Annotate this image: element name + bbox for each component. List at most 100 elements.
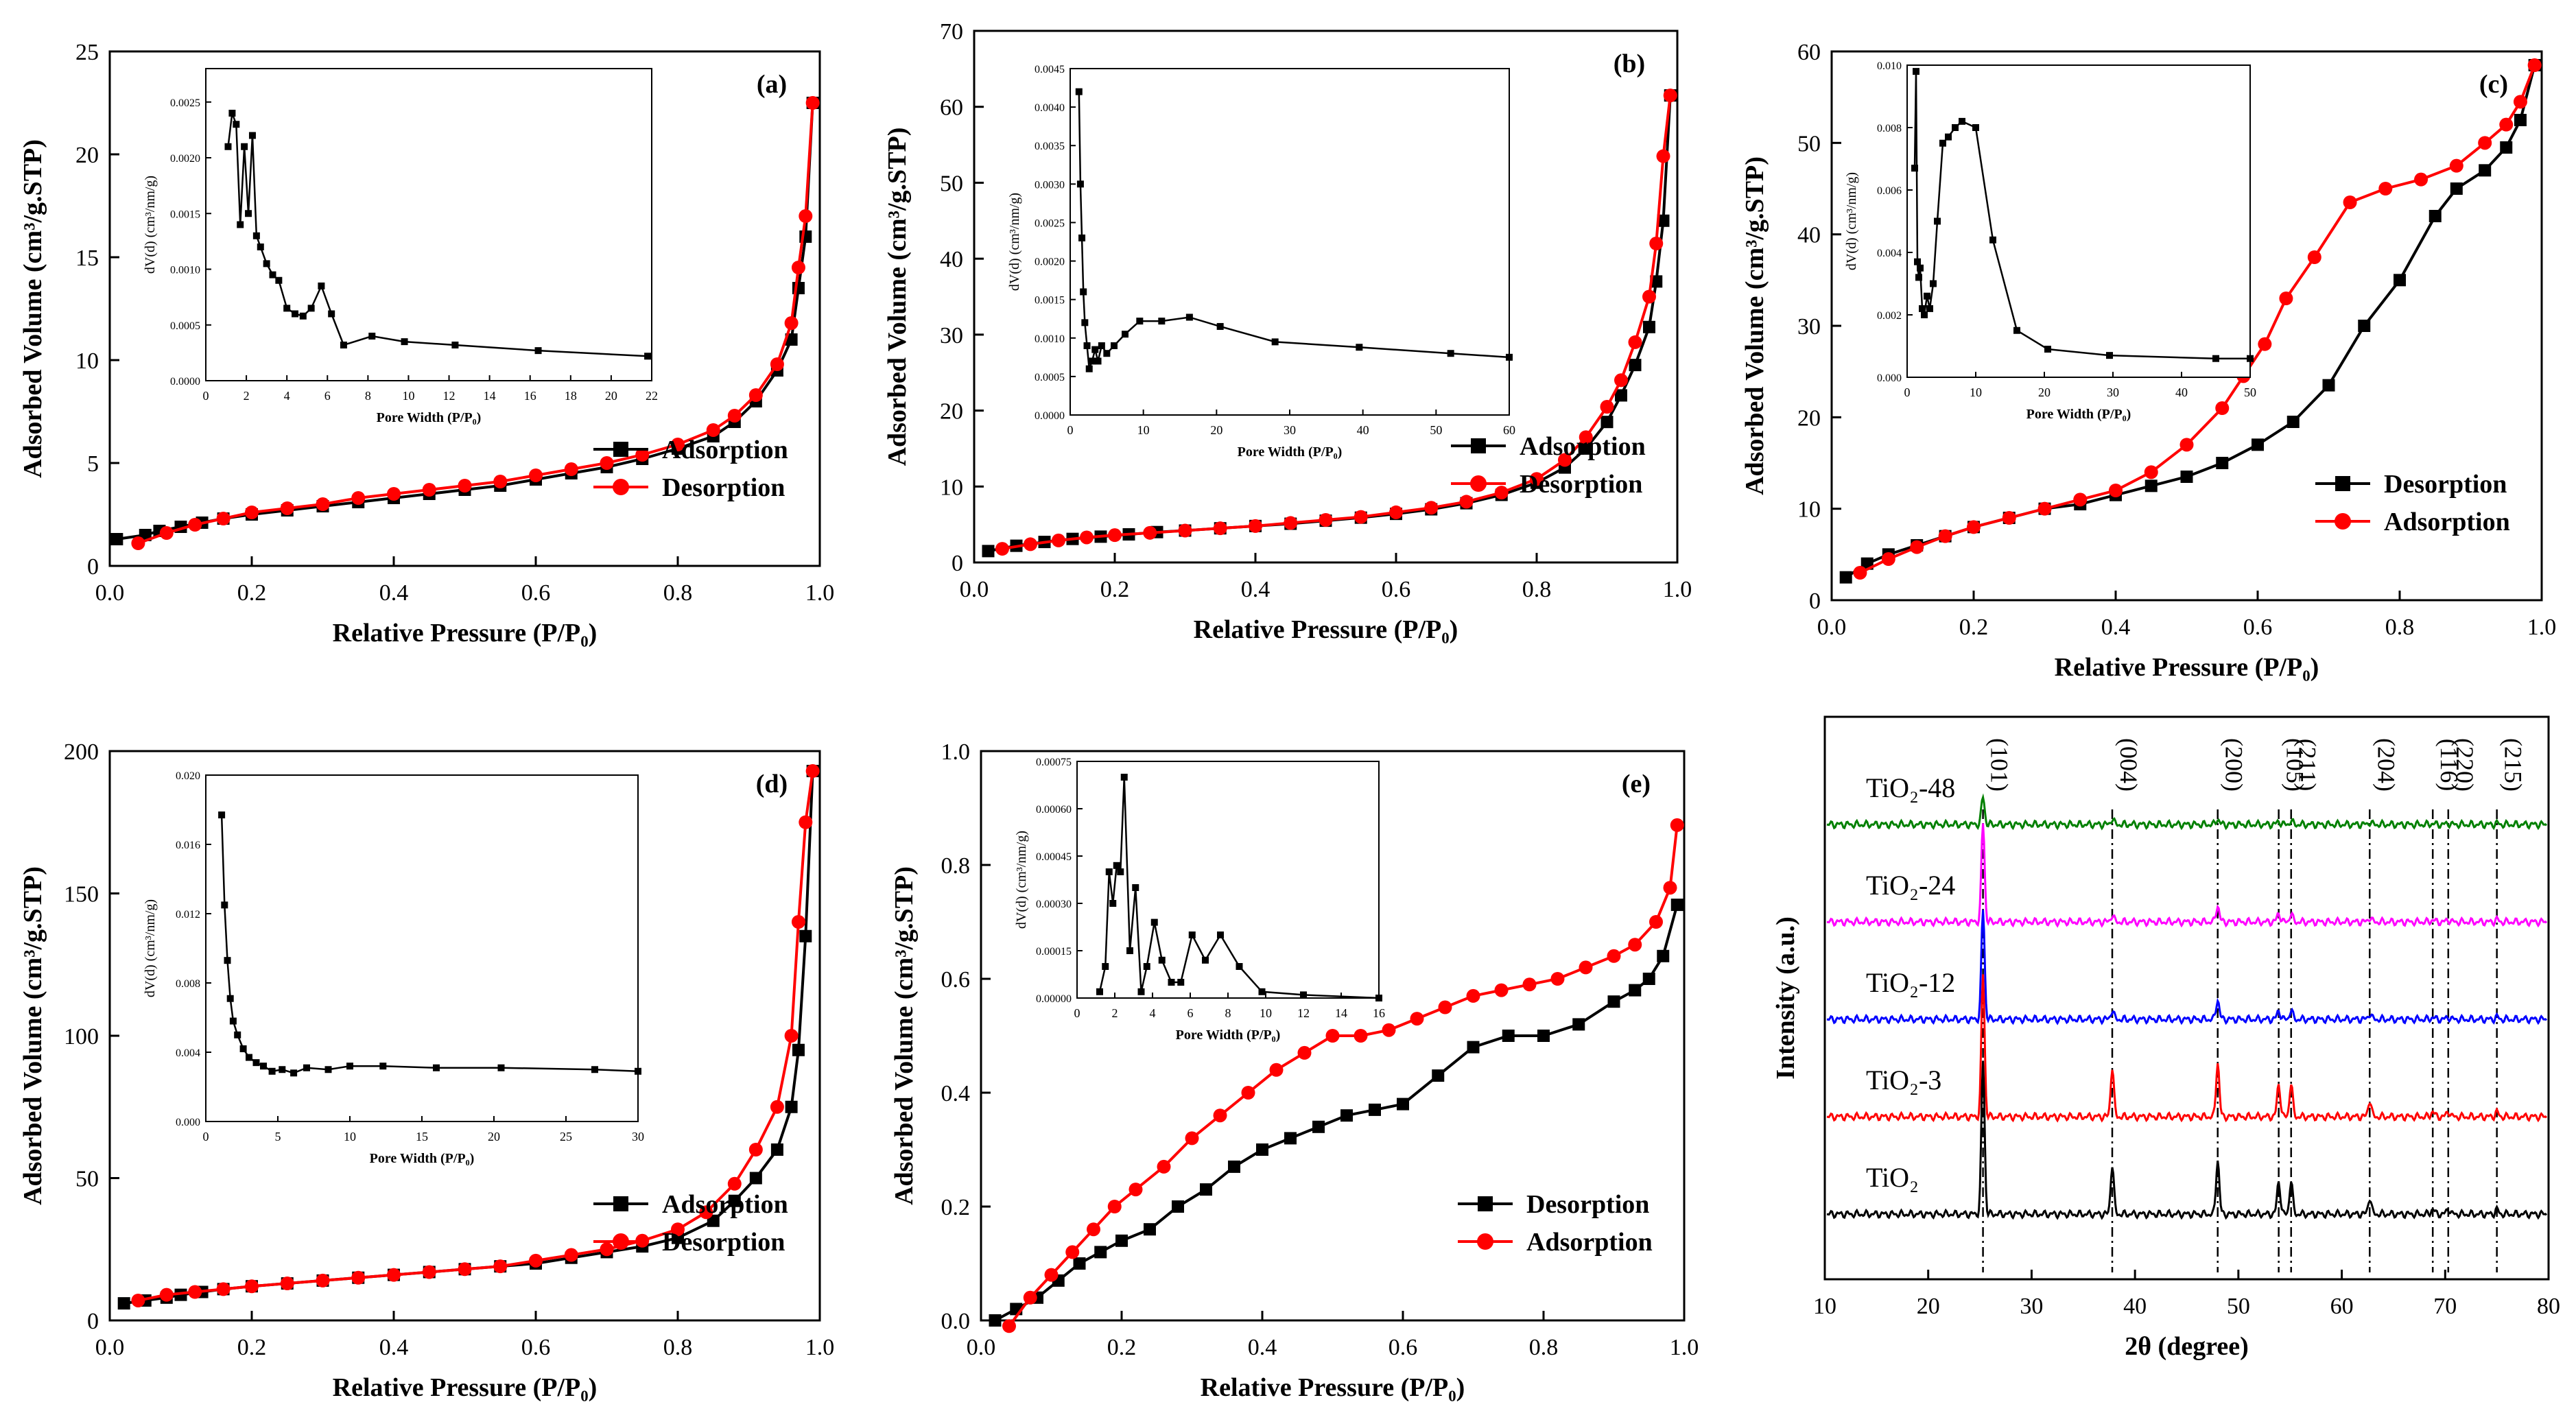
data-point (1579, 960, 1593, 975)
inset-y-tick-label: 0.0040 (1035, 102, 1065, 114)
x-tick-label: 0.0 (960, 577, 989, 602)
data-point (1200, 1183, 1212, 1196)
inset-x-tick-label: 2 (244, 389, 250, 403)
data-point (1579, 442, 1592, 455)
data-point (1614, 373, 1628, 388)
data-point (529, 1253, 543, 1268)
data-point (785, 333, 798, 346)
series-desorption (995, 88, 1677, 556)
data-point (2513, 95, 2527, 109)
legend-entry: Adsorption (593, 436, 788, 464)
inset-data-point (318, 282, 325, 289)
inset-data-point (497, 1064, 505, 1071)
inset-data-point (1945, 133, 1952, 141)
inset-data-point (224, 143, 232, 150)
x-tick-label: 80 (2537, 1294, 2560, 1319)
legend-marker (1471, 438, 1486, 453)
inset-data-point (263, 260, 270, 268)
data-point (280, 501, 294, 515)
panel-label: (a) (757, 70, 787, 99)
legend-marker (613, 442, 628, 457)
inset-x-tick-label: 10 (1137, 423, 1150, 437)
inset-data-point (1081, 319, 1089, 327)
y-tick-label: 50 (1797, 131, 1821, 156)
data-point (1340, 1109, 1353, 1122)
inset-y-axis-label: dV(d) (cm³/nm/g) (1007, 193, 1022, 291)
data-point (792, 1043, 805, 1056)
inset-y-tick-label: 0.00045 (1036, 851, 1072, 863)
data-point (422, 1265, 436, 1279)
data-point (1284, 1132, 1297, 1145)
data-point (1065, 1245, 1080, 1259)
data-point (989, 1314, 1002, 1327)
data-point (529, 468, 543, 482)
data-point (1144, 1223, 1156, 1236)
legend-entry: Adsorption (593, 1190, 788, 1219)
inset-data-point (248, 132, 256, 139)
data-point (1024, 537, 1037, 551)
x-tick-label: 50 (2227, 1294, 2250, 1319)
data-point (2394, 274, 2406, 287)
data-point (216, 1282, 231, 1296)
data-point (1354, 510, 1368, 524)
inset-x-tick-label: 10 (1970, 385, 1982, 399)
data-point (1284, 516, 1298, 530)
y-axis-label: Intensity (a.u.) (1771, 916, 1800, 1080)
legend-label: Adsorption (662, 436, 788, 464)
data-point (1558, 453, 1572, 467)
y-tick-label: 0 (1809, 589, 1821, 614)
inset-data-point (1188, 931, 1196, 938)
legend-marker (1470, 475, 1487, 492)
data-point (1600, 400, 1614, 414)
x-tick-label: 0.0 (967, 1335, 996, 1360)
y-tick-label: 25 (75, 40, 99, 65)
peak-hkl-label: (004) (2115, 738, 2142, 792)
data-point (799, 815, 813, 829)
inset-data-point (1143, 963, 1150, 970)
inset-data-point (1136, 318, 1144, 325)
inset-x-tick-label: 30 (632, 1130, 644, 1143)
x-tick-label: 0.4 (1248, 1335, 1277, 1360)
x-tick-label: 0.0 (95, 1335, 125, 1360)
x-tick-label: 0.8 (2385, 615, 2415, 640)
data-point (1494, 983, 1509, 997)
y-tick-label: 60 (940, 95, 963, 121)
data-point (2478, 136, 2492, 150)
inset-x-tick-label: 5 (275, 1130, 281, 1143)
inset-data-point (299, 312, 307, 320)
y-tick-label: 60 (1797, 40, 1821, 65)
inset-frame (1076, 761, 1380, 999)
inset-data-point (228, 110, 236, 117)
inset-series-line (1913, 71, 2250, 359)
x-tick-label: 1.0 (1663, 577, 1692, 602)
inset-data-point (1271, 338, 1279, 346)
inset-x-tick-label: 10 (1260, 1006, 1272, 1020)
panel-a: 0.0 0.2 0.4 0.6 0.8 1.0 Relative Pressure (P/P… (19, 40, 834, 648)
data-point (1657, 949, 1670, 962)
y-tick-label: 1.0 (941, 739, 971, 765)
inset-data-point (283, 305, 291, 312)
data-point (748, 388, 763, 402)
x-tick-label: 0.8 (663, 580, 693, 606)
inset-data-point (451, 342, 459, 348)
inset-x-tick-label: 60 (1503, 423, 1515, 437)
inset-data-point (1919, 305, 1926, 312)
data-point (458, 1262, 472, 1277)
data-point (493, 475, 508, 488)
data-point (387, 487, 401, 501)
inset-y-axis-label: dV(d) (cm³/nm/g) (1014, 831, 1029, 929)
legend-marker (1478, 1196, 1493, 1211)
data-point (2258, 337, 2272, 351)
y-tick-label: 50 (75, 1167, 99, 1192)
inset-data-point (268, 1067, 276, 1075)
inset-data-point (1137, 988, 1145, 995)
inset-data-point (379, 1063, 387, 1070)
inset-data-point (1126, 947, 1133, 954)
data-point (699, 1205, 713, 1220)
inset-x-tick-label: 6 (1187, 1006, 1194, 1020)
inset-data-point (401, 338, 408, 346)
data-point (1572, 1018, 1585, 1031)
data-point (1172, 1200, 1184, 1213)
series-desorption (131, 96, 820, 550)
data-point (1241, 1086, 1255, 1100)
